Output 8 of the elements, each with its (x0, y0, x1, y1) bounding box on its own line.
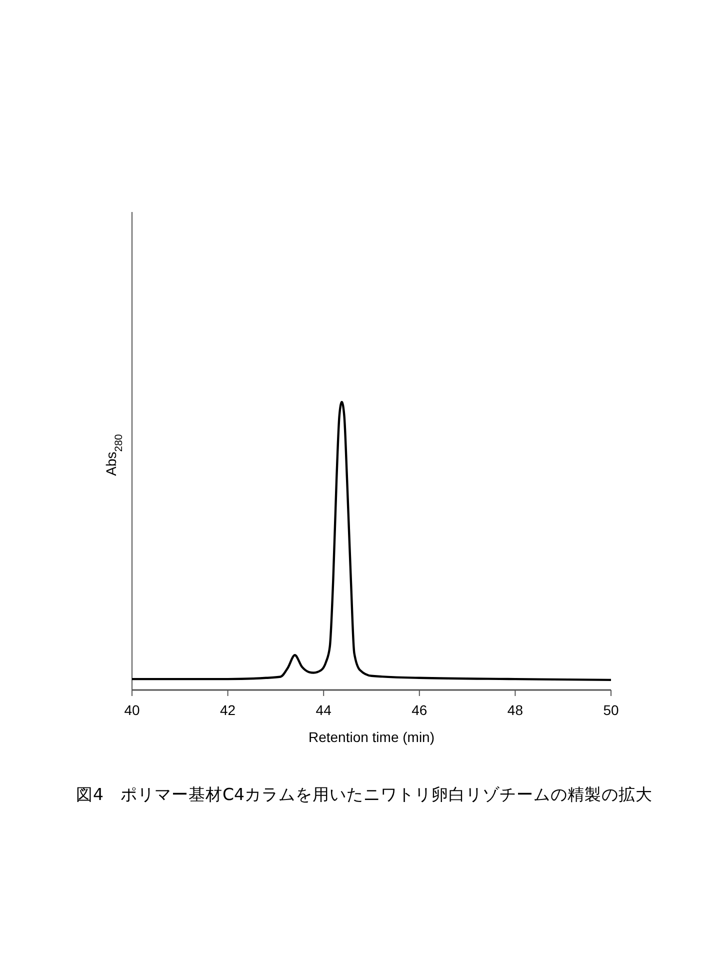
x-tick-label: 40 (124, 702, 140, 718)
x-tick-label: 46 (412, 702, 428, 718)
x-axis-title: Retention time (min) (308, 729, 435, 745)
x-tick-label: 44 (316, 702, 332, 718)
x-tick-label: 48 (507, 702, 524, 718)
x-tick-label: 42 (220, 702, 236, 718)
x-tick-label: 50 (603, 702, 619, 718)
text: 図4 ポリマー基材C4カラムを用いたニワトリ卵白リゾチームの精製の拡大 (76, 785, 653, 804)
